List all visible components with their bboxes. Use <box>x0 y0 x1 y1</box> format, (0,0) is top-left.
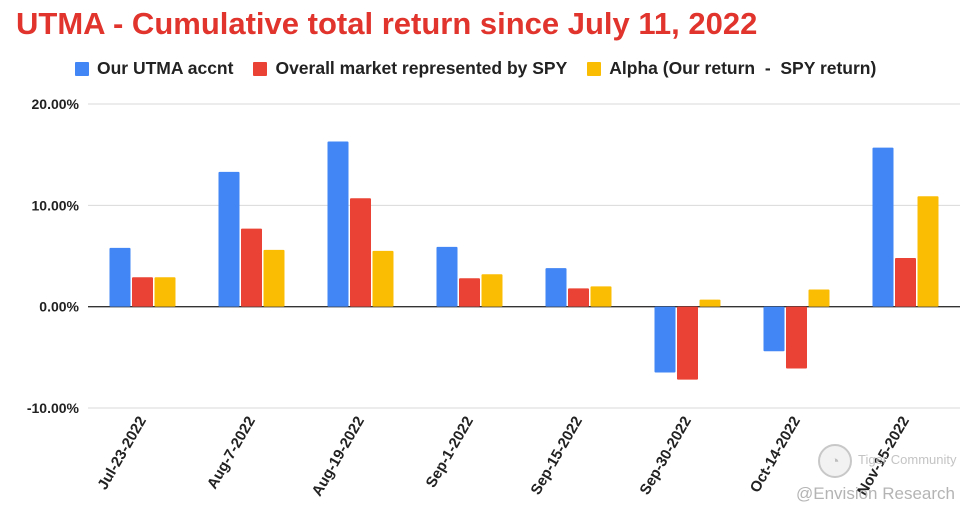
y-tick-label: 20.00% <box>32 96 80 112</box>
bar <box>241 228 262 307</box>
x-tick-label: Aug-19-2022 <box>309 414 368 500</box>
bar <box>654 306 676 373</box>
watermark-logo-icon: ◔ <box>818 444 852 478</box>
bar <box>895 258 916 307</box>
watermark-community: Tiger Community <box>858 452 957 467</box>
y-tick-label: 0.00% <box>39 299 79 315</box>
bar <box>109 247 131 307</box>
legend-item-alpha: Alpha (Our return - SPY return) <box>587 58 876 79</box>
bar <box>218 171 240 307</box>
bar <box>872 147 894 307</box>
x-tick-label: Jul-23-2022 <box>94 414 150 493</box>
legend-item-spy: Overall market represented by SPY <box>253 58 567 79</box>
legend-swatch-spy <box>253 61 268 76</box>
chart-legend: Our UTMA accnt Overall market represente… <box>75 58 876 79</box>
x-tick-label: Sep-1-2022 <box>423 414 477 491</box>
bar <box>436 246 458 307</box>
bar <box>481 274 503 307</box>
bar <box>677 306 698 380</box>
legend-swatch-alpha <box>587 61 602 76</box>
chart-title: UTMA - Cumulative total return since Jul… <box>16 6 758 41</box>
bar <box>786 306 807 369</box>
legend-label-utma: Our UTMA accnt <box>97 58 234 78</box>
bar <box>808 289 830 307</box>
bar <box>917 196 939 307</box>
legend-label-alpha: Alpha (Our return - SPY return) <box>609 58 877 78</box>
y-tick-label: -10.00% <box>27 400 80 416</box>
bar <box>372 250 394 307</box>
bar <box>699 299 721 307</box>
bar <box>132 277 153 307</box>
bar <box>459 278 480 307</box>
x-tick-label: Sep-15-2022 <box>527 414 586 498</box>
x-tick-label: Sep-30-2022 <box>636 414 695 498</box>
bar <box>568 288 589 307</box>
x-tick-label: Aug-7-2022 <box>204 414 259 493</box>
y-tick-label: 10.00% <box>32 197 80 213</box>
watermark-author: @Envision Research <box>796 484 955 503</box>
bar <box>350 198 371 307</box>
legend-swatch-utma <box>75 61 89 76</box>
bar <box>154 277 176 307</box>
bar <box>263 249 285 307</box>
bar <box>590 286 612 307</box>
legend-label-spy: Overall market represented by SPY <box>275 58 568 78</box>
bar <box>763 306 785 352</box>
bar <box>545 268 567 307</box>
bar <box>327 141 349 307</box>
legend-item-utma: Our UTMA accnt <box>75 58 233 79</box>
